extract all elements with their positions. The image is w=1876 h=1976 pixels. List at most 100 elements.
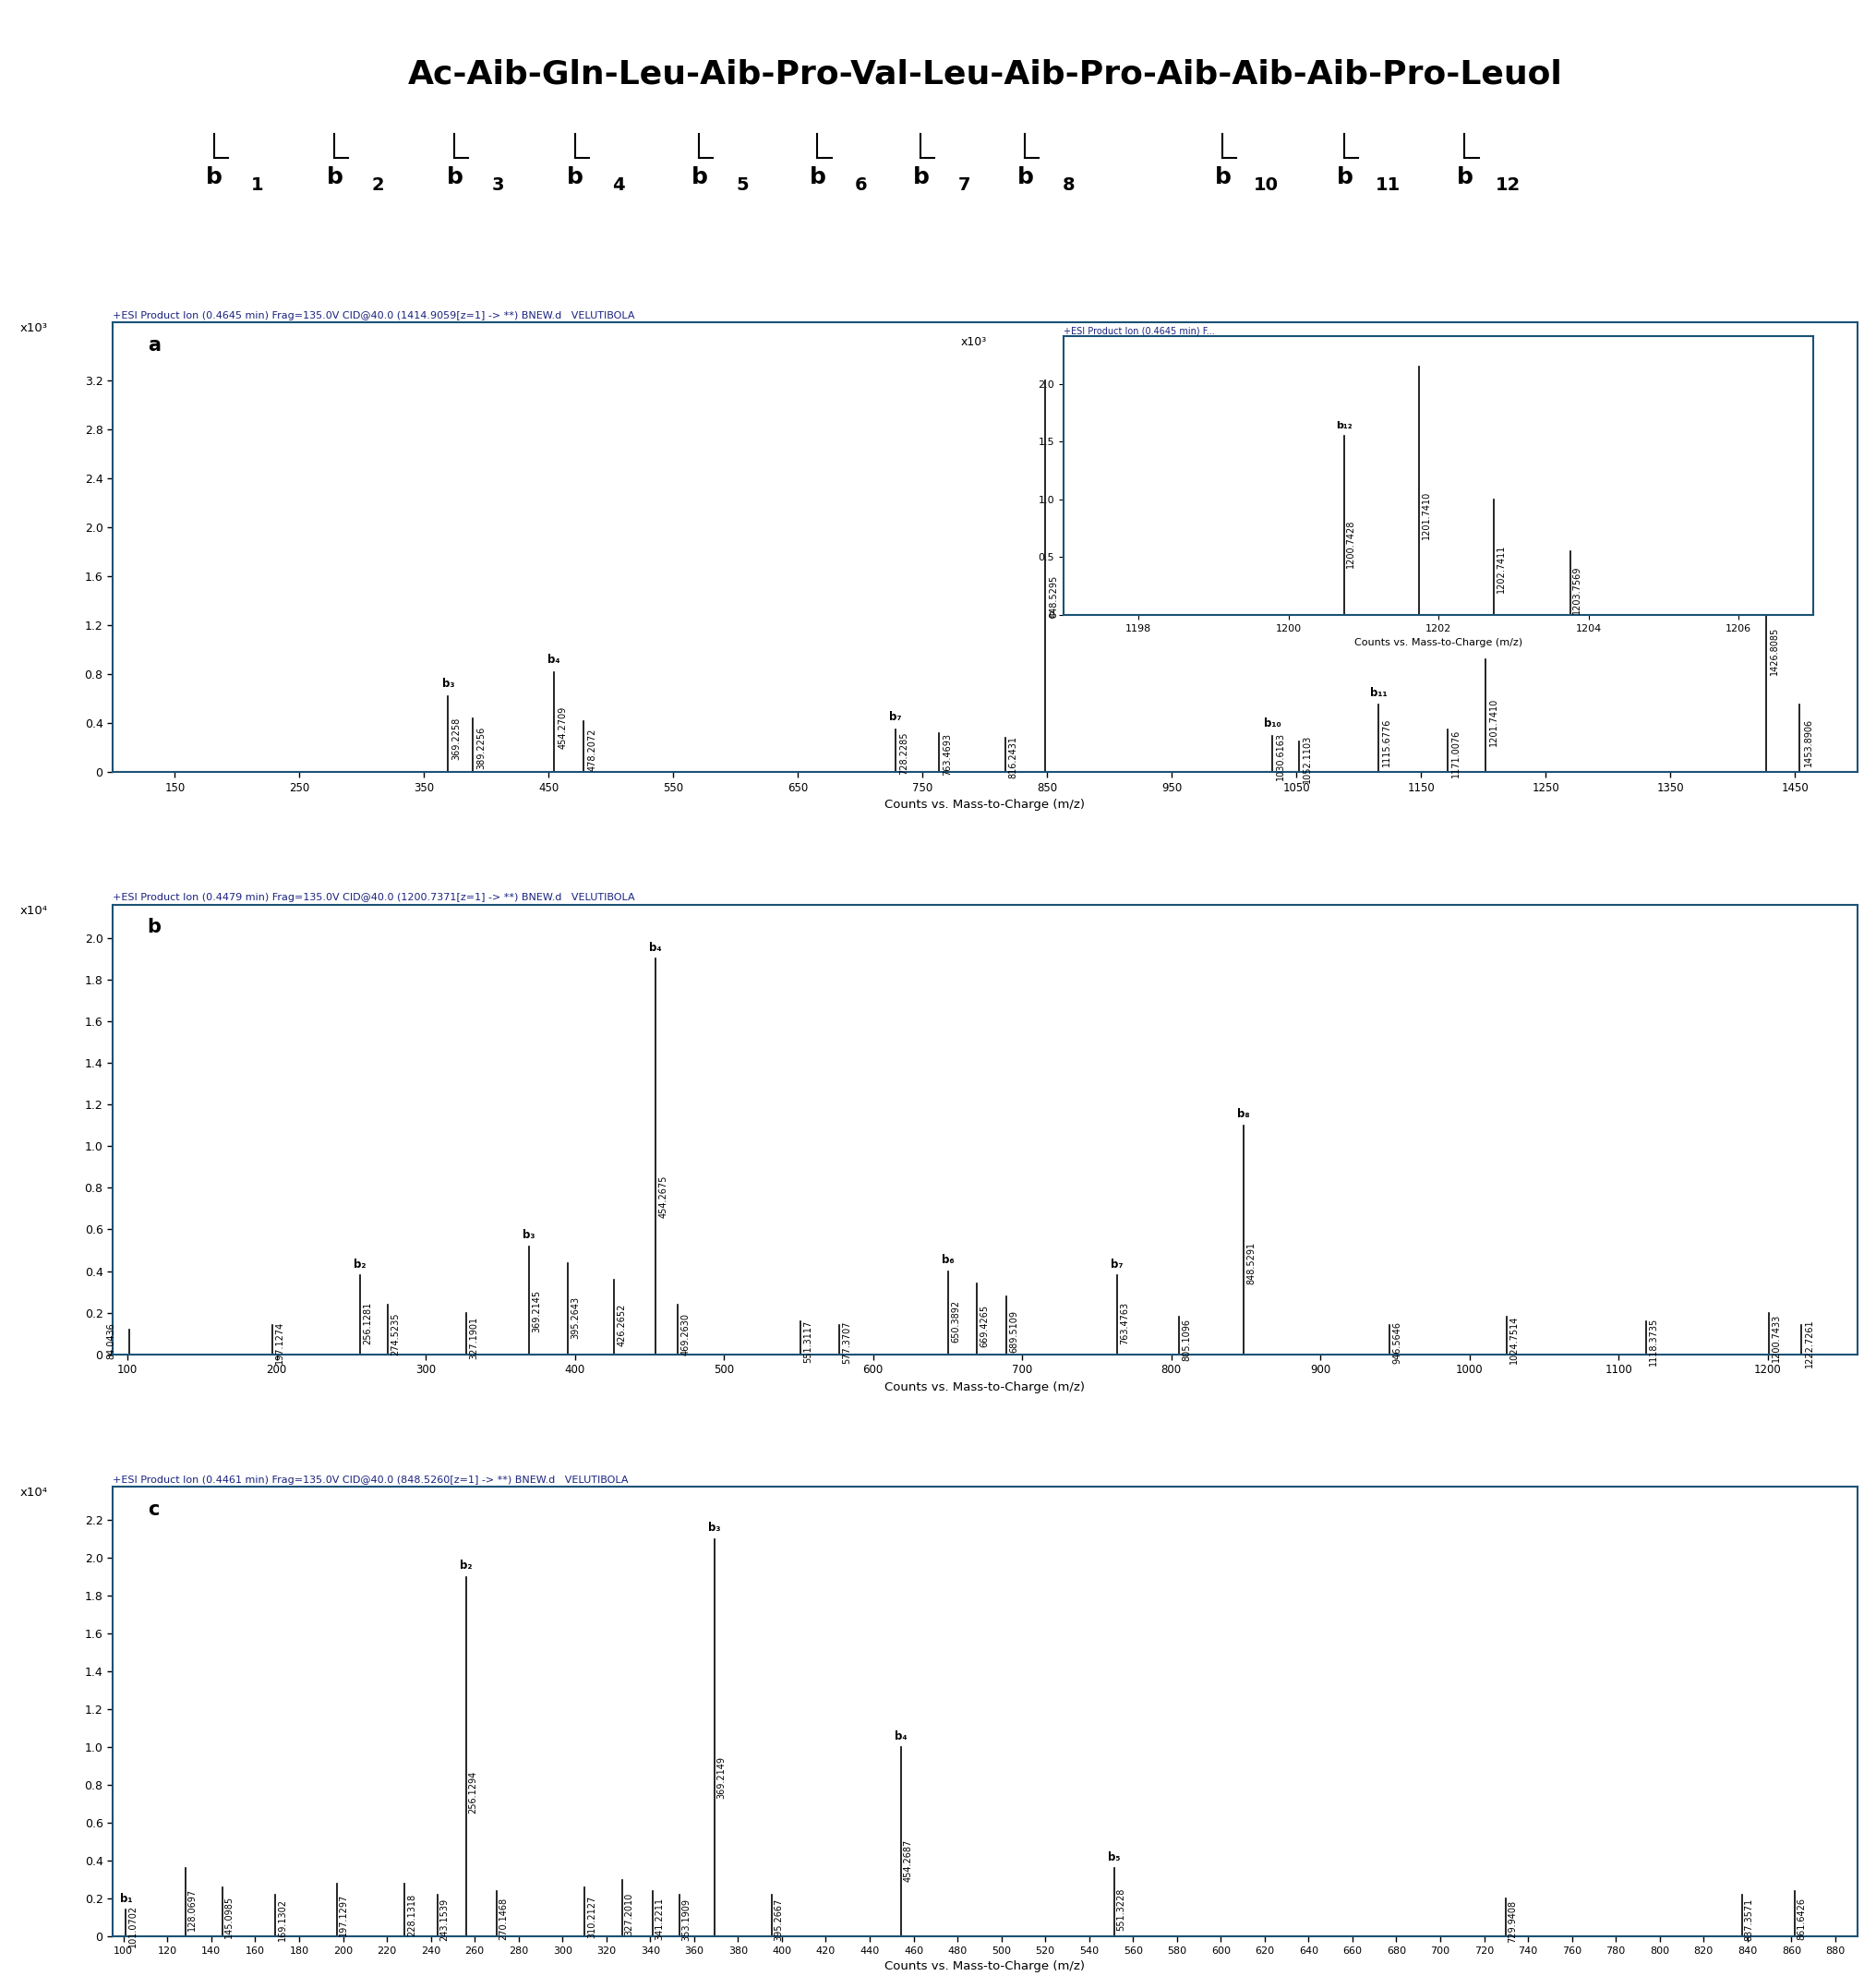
Text: 848.5291: 848.5291 bbox=[1248, 1241, 1255, 1284]
Text: 2: 2 bbox=[371, 176, 385, 194]
Text: 395.2667: 395.2667 bbox=[773, 1899, 782, 1940]
Text: +ESI Product Ion (0.4479 min) Frag=135.0V CID@40.0 (1200.7371[z=1] -> **) BNEW.d: +ESI Product Ion (0.4479 min) Frag=135.0… bbox=[113, 893, 634, 903]
Text: 1426.8085: 1426.8085 bbox=[1769, 626, 1778, 676]
Text: 145.0985: 145.0985 bbox=[225, 1895, 234, 1938]
Text: b: b bbox=[1458, 166, 1473, 188]
Text: b: b bbox=[1336, 166, 1353, 188]
Text: b₇: b₇ bbox=[1111, 1259, 1124, 1271]
Text: b₄: b₄ bbox=[548, 654, 561, 666]
Text: b₄: b₄ bbox=[895, 1731, 908, 1743]
Text: b: b bbox=[810, 166, 825, 188]
X-axis label: Counts vs. Mass-to-Charge (m/z): Counts vs. Mass-to-Charge (m/z) bbox=[885, 1960, 1084, 1972]
Text: +ESI Product Ion (0.4645 min) Frag=135.0V CID@40.0 (1414.9059[z=1] -> **) BNEW.d: +ESI Product Ion (0.4645 min) Frag=135.0… bbox=[113, 312, 634, 320]
Text: 1024.7514: 1024.7514 bbox=[1510, 1316, 1520, 1363]
Text: 395.2643: 395.2643 bbox=[570, 1296, 580, 1340]
Text: 5: 5 bbox=[735, 176, 749, 194]
Text: 256.1281: 256.1281 bbox=[364, 1302, 373, 1344]
Text: 8: 8 bbox=[1062, 176, 1075, 194]
Text: b₆: b₆ bbox=[942, 1255, 955, 1267]
Text: 946.5646: 946.5646 bbox=[1392, 1322, 1401, 1363]
Text: 101.0702: 101.0702 bbox=[128, 1905, 137, 1946]
Text: b₃: b₃ bbox=[443, 678, 454, 690]
Text: 426.2652: 426.2652 bbox=[617, 1302, 627, 1346]
Text: 169.1302: 169.1302 bbox=[278, 1899, 287, 1940]
Text: 128.0697: 128.0697 bbox=[188, 1887, 197, 1931]
Text: 454.2709: 454.2709 bbox=[557, 705, 567, 749]
Text: 7: 7 bbox=[959, 176, 970, 194]
Text: c: c bbox=[148, 1500, 159, 1518]
Text: 1030.6163: 1030.6163 bbox=[1276, 731, 1285, 781]
Text: 228.1318: 228.1318 bbox=[407, 1893, 416, 1936]
Text: 1171.0076: 1171.0076 bbox=[1450, 729, 1460, 777]
Text: b₃: b₃ bbox=[707, 1522, 720, 1533]
Text: 310.2127: 310.2127 bbox=[587, 1895, 597, 1938]
Text: 197.1297: 197.1297 bbox=[340, 1893, 349, 1936]
Text: b: b bbox=[1214, 166, 1231, 188]
Text: b: b bbox=[690, 166, 707, 188]
Text: 848.5295: 848.5295 bbox=[1049, 575, 1058, 617]
Text: 353.1909: 353.1909 bbox=[681, 1899, 690, 1940]
Text: 551.3228: 551.3228 bbox=[1116, 1887, 1126, 1931]
Text: b₁₀: b₁₀ bbox=[1264, 717, 1281, 729]
Text: a: a bbox=[148, 336, 159, 354]
Text: 454.2687: 454.2687 bbox=[902, 1840, 912, 1881]
Text: x10³: x10³ bbox=[21, 322, 49, 334]
Text: 4: 4 bbox=[612, 176, 625, 194]
Text: 689.5109: 689.5109 bbox=[1009, 1310, 1019, 1352]
Text: 1: 1 bbox=[251, 176, 265, 194]
Text: 478.2072: 478.2072 bbox=[587, 727, 597, 771]
Text: 729.9408: 729.9408 bbox=[1508, 1901, 1518, 1942]
Text: b: b bbox=[148, 919, 161, 937]
X-axis label: Counts vs. Mass-to-Charge (m/z): Counts vs. Mass-to-Charge (m/z) bbox=[885, 798, 1084, 810]
Text: 577.3707: 577.3707 bbox=[842, 1322, 852, 1363]
Text: 861.6426: 861.6426 bbox=[1797, 1897, 1807, 1940]
Text: 551.3117: 551.3117 bbox=[803, 1320, 812, 1361]
Text: b: b bbox=[1017, 166, 1034, 188]
Text: b₁: b₁ bbox=[120, 1893, 131, 1905]
Text: 1453.8906: 1453.8906 bbox=[1803, 717, 1812, 767]
Text: b₃: b₃ bbox=[523, 1229, 535, 1241]
Text: 669.4265: 669.4265 bbox=[979, 1304, 989, 1348]
Text: 6: 6 bbox=[855, 176, 867, 194]
Text: 805.1096: 805.1096 bbox=[1182, 1318, 1191, 1361]
Text: 454.2675: 454.2675 bbox=[658, 1174, 668, 1217]
Text: +ESI Product Ion (0.4461 min) Frag=135.0V CID@40.0 (848.5260[z=1] -> **) BNEW.d : +ESI Product Ion (0.4461 min) Frag=135.0… bbox=[113, 1476, 628, 1484]
Text: 369.2145: 369.2145 bbox=[533, 1290, 540, 1332]
Text: 197.1274: 197.1274 bbox=[276, 1322, 285, 1363]
Text: 327.1901: 327.1901 bbox=[469, 1316, 478, 1359]
Text: 369.2149: 369.2149 bbox=[717, 1757, 726, 1798]
Text: 837.3571: 837.3571 bbox=[1745, 1899, 1754, 1940]
Text: 469.2630: 469.2630 bbox=[681, 1314, 690, 1356]
Text: b₂: b₂ bbox=[355, 1259, 366, 1271]
Text: 11: 11 bbox=[1375, 176, 1401, 194]
Text: 243.1539: 243.1539 bbox=[439, 1899, 448, 1940]
Text: b₂: b₂ bbox=[460, 1559, 473, 1571]
Text: 327.2010: 327.2010 bbox=[625, 1893, 634, 1935]
Text: 3: 3 bbox=[492, 176, 505, 194]
Text: 1201.7410: 1201.7410 bbox=[1490, 698, 1499, 745]
Text: b: b bbox=[446, 166, 463, 188]
Text: 274.5235: 274.5235 bbox=[390, 1312, 400, 1356]
Text: 12: 12 bbox=[1495, 176, 1521, 194]
Text: 341.2211: 341.2211 bbox=[655, 1897, 664, 1940]
Text: 1200.7433: 1200.7433 bbox=[1771, 1314, 1780, 1361]
Text: b: b bbox=[567, 166, 583, 188]
Text: 84.0436: 84.0436 bbox=[107, 1322, 116, 1359]
Text: b: b bbox=[326, 166, 343, 188]
Text: 10: 10 bbox=[1253, 176, 1278, 194]
Text: 816.2431: 816.2431 bbox=[1009, 735, 1019, 779]
Text: 763.4693: 763.4693 bbox=[944, 733, 953, 777]
Text: 650.3892: 650.3892 bbox=[951, 1300, 961, 1342]
Text: 1115.6776: 1115.6776 bbox=[1383, 717, 1392, 767]
Text: 256.1294: 256.1294 bbox=[469, 1770, 478, 1814]
Text: b₄: b₄ bbox=[649, 943, 662, 954]
Text: 389.2256: 389.2256 bbox=[477, 727, 486, 769]
Text: b₁₁: b₁₁ bbox=[1369, 688, 1386, 700]
Text: b: b bbox=[912, 166, 929, 188]
Text: x10⁴: x10⁴ bbox=[21, 905, 49, 917]
Text: Ac-Aib-Gln-Leu-Aib-Pro-Val-Leu-Aib-Pro-Aib-Aib-Aib-Pro-Leuol: Ac-Aib-Gln-Leu-Aib-Pro-Val-Leu-Aib-Pro-A… bbox=[407, 59, 1563, 91]
Text: 270.1468: 270.1468 bbox=[499, 1897, 508, 1940]
Text: 1052.1103: 1052.1103 bbox=[1302, 735, 1311, 782]
Text: 1118.3735: 1118.3735 bbox=[1649, 1316, 1658, 1365]
Text: b₇: b₇ bbox=[889, 711, 902, 723]
